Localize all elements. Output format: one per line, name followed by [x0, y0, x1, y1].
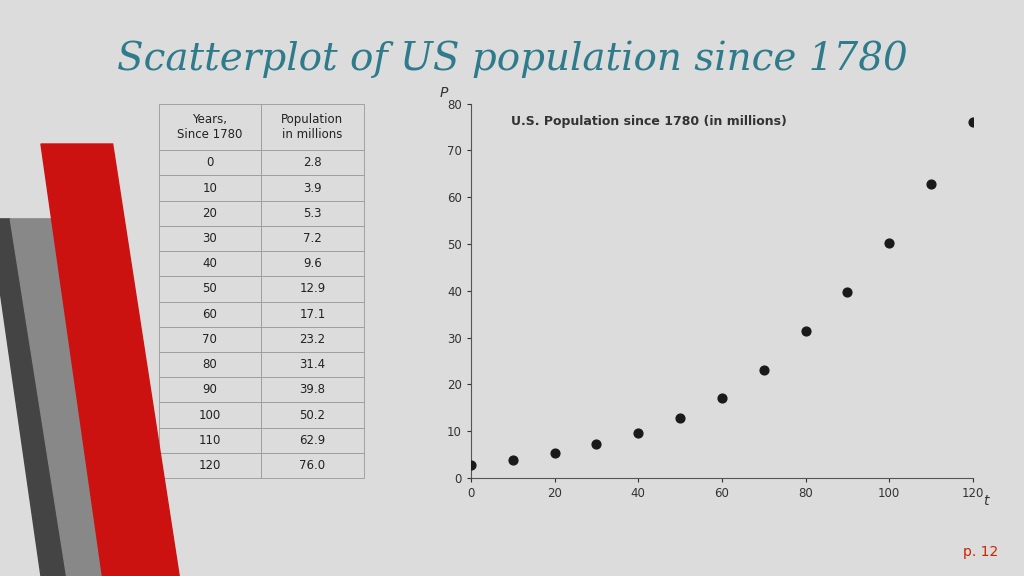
- Text: Scatterplot of US population since 1780: Scatterplot of US population since 1780: [117, 40, 907, 78]
- Point: [965, 118, 981, 127]
- Point: [798, 327, 814, 336]
- Point: [672, 413, 688, 422]
- Text: U.S. Population since 1780 (in millions): U.S. Population since 1780 (in millions): [511, 115, 787, 128]
- Point: [547, 449, 563, 458]
- Point: [630, 429, 646, 438]
- Text: t: t: [983, 494, 988, 507]
- Point: [756, 365, 772, 374]
- Point: [714, 393, 730, 403]
- Point: [923, 179, 939, 188]
- Point: [463, 460, 479, 469]
- Point: [839, 287, 855, 297]
- Point: [881, 238, 897, 248]
- Point: [588, 440, 604, 449]
- Text: P: P: [439, 86, 447, 100]
- Point: [505, 455, 521, 464]
- Text: p. 12: p. 12: [964, 545, 998, 559]
